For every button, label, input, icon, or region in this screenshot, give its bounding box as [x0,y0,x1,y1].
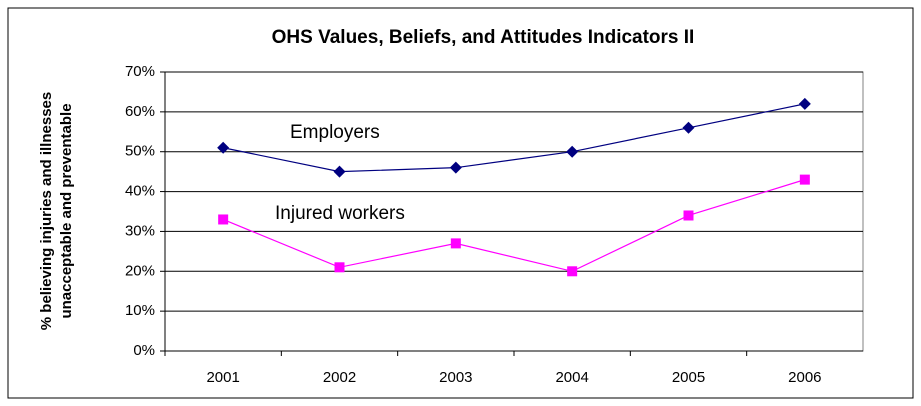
y-tick-label: 50% [125,143,155,160]
series-line [222,179,806,272]
y-axis-label: % believing injuries and illnesses [38,92,55,330]
marker [799,174,810,185]
marker [683,210,694,221]
y-tick-label: 30% [125,222,155,239]
x-tick-label: 2005 [672,369,705,386]
x-tick-label: 2003 [439,369,472,386]
y-tick-label: 40% [125,183,155,200]
marker [798,97,811,110]
y-axis-label: unacceptable and preventable [58,103,75,318]
marker [450,238,461,249]
marker [566,145,579,158]
marker [333,165,346,178]
y-tick-label: 70% [125,63,155,80]
x-tick-label: 2006 [788,369,821,386]
marker [449,161,462,174]
series-label: Injured workers [275,203,405,224]
marker [218,214,229,225]
x-tick-label: 2002 [323,369,356,386]
marker [682,121,695,134]
marker [334,262,345,273]
plot-area [164,71,864,352]
series-label: Employers [290,122,380,143]
y-tick-label: 0% [133,342,155,359]
x-tick-label: 2001 [206,369,239,386]
y-tick-label: 10% [125,302,155,319]
chart-title: OHS Values, Beliefs, and Attitudes Indic… [272,27,695,48]
marker [567,266,578,277]
marker [217,141,230,154]
series-line [223,103,805,173]
y-tick-label: 60% [125,103,155,120]
x-tick-label: 2004 [555,369,588,386]
y-tick-label: 20% [125,262,155,279]
